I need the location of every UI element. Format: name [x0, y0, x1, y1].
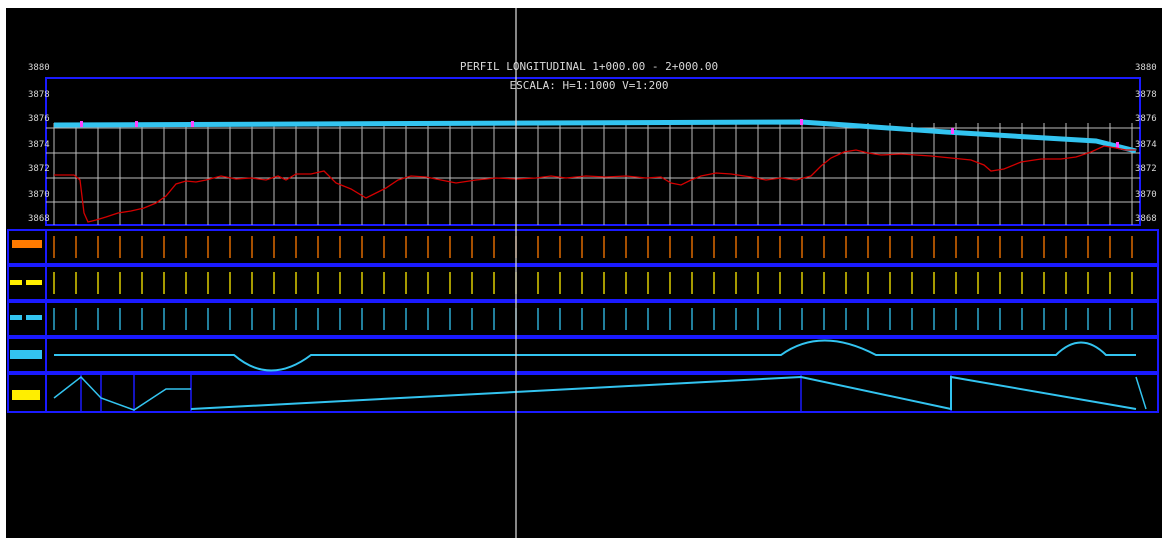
grade-band-zigzag — [53, 375, 191, 411]
elev-label-right: 3870 — [1135, 190, 1157, 200]
band-frame — [7, 229, 1159, 265]
band-frame — [7, 265, 1159, 301]
elev-label-right: 3876 — [1135, 114, 1157, 124]
profile-drawing: PERFIL LONGITUDINAL 1+000.00 - 2+000.00 … — [7, 8, 1159, 538]
drawing-title: PERFIL LONGITUDINAL 1+000.00 - 2+000.00 — [460, 60, 718, 73]
grade-band-line — [190, 375, 1137, 411]
elev-label-left: 3878 — [28, 90, 50, 100]
ground-line — [54, 145, 1136, 223]
elev-label-left: 3874 — [28, 140, 50, 150]
elev-label-left: 3872 — [28, 164, 50, 174]
elev-label-right: 3868 — [1135, 214, 1157, 224]
cad-drawing-canvas[interactable]: PERFIL LONGITUDINAL 1+000.00 - 2+000.00 … — [6, 8, 1162, 538]
drawing-scale: ESCALA: H=1:1000 V=1:200 — [510, 79, 669, 92]
elevation-scale-left: 3880 3878 3876 3874 3872 3870 3868 — [28, 63, 50, 224]
vertex-markers — [80, 119, 1119, 148]
band-frame — [7, 301, 1159, 337]
elev-label-right: 3872 — [1135, 164, 1157, 174]
grade-line — [53, 119, 1137, 154]
elevation-scale-right: 3880 3878 3876 3874 3872 3870 3868 — [1135, 63, 1157, 224]
band-frame — [7, 337, 1159, 373]
elev-label-left: 3876 — [28, 114, 50, 124]
profile-frame — [45, 77, 1141, 226]
elev-label-right: 3880 — [1135, 63, 1157, 73]
band-swatch-yellow — [12, 390, 40, 400]
band-frame — [7, 373, 1159, 413]
elev-label-right: 3874 — [1135, 140, 1157, 150]
grade-band-end — [1135, 376, 1147, 410]
band-swatch-cyan-dashed — [10, 315, 42, 320]
vertex-marker — [80, 121, 83, 127]
elev-label-left: 3868 — [28, 214, 50, 224]
vertex-marker — [951, 128, 954, 134]
elev-label-right: 3878 — [1135, 90, 1157, 100]
elev-label-left: 3870 — [28, 190, 50, 200]
profile-grid — [45, 77, 1141, 226]
vertex-marker — [1116, 142, 1119, 148]
band-swatch-orange — [12, 240, 42, 248]
elev-label-left: 3880 — [28, 63, 50, 73]
vertex-marker — [191, 121, 194, 127]
vertex-marker — [800, 119, 803, 125]
band-swatch-cyan — [10, 350, 42, 359]
band-swatch-yellow-dashed — [10, 280, 42, 285]
vertex-marker — [135, 121, 138, 127]
alignment-curvature-line — [54, 339, 1136, 372]
data-bands — [7, 229, 1159, 413]
